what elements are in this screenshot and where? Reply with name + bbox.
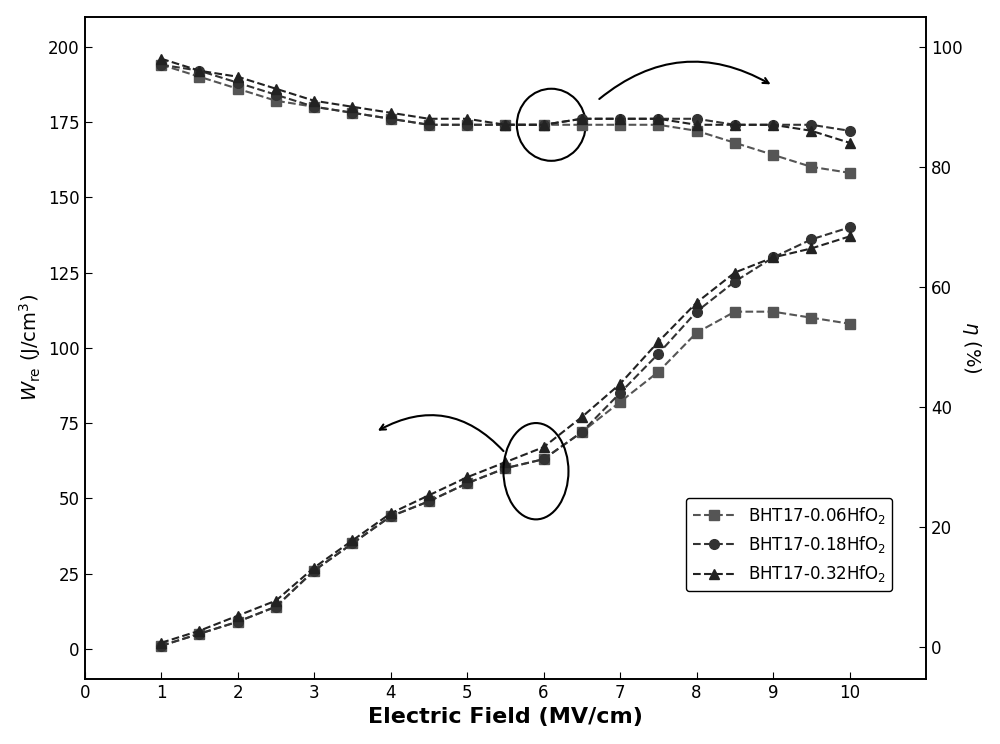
- Legend: BHT17-0.06HfO$_2$, BHT17-0.18HfO$_2$, BHT17-0.32HfO$_2$: BHT17-0.06HfO$_2$, BHT17-0.18HfO$_2$, BH…: [686, 498, 892, 591]
- X-axis label: Electric Field (MV/cm): Electric Field (MV/cm): [368, 708, 643, 728]
- Y-axis label: $W_{\mathrm{re}}$ (J/cm$^3$): $W_{\mathrm{re}}$ (J/cm$^3$): [17, 294, 43, 401]
- Y-axis label: $\eta$ (%): $\eta$ (%): [960, 321, 983, 374]
